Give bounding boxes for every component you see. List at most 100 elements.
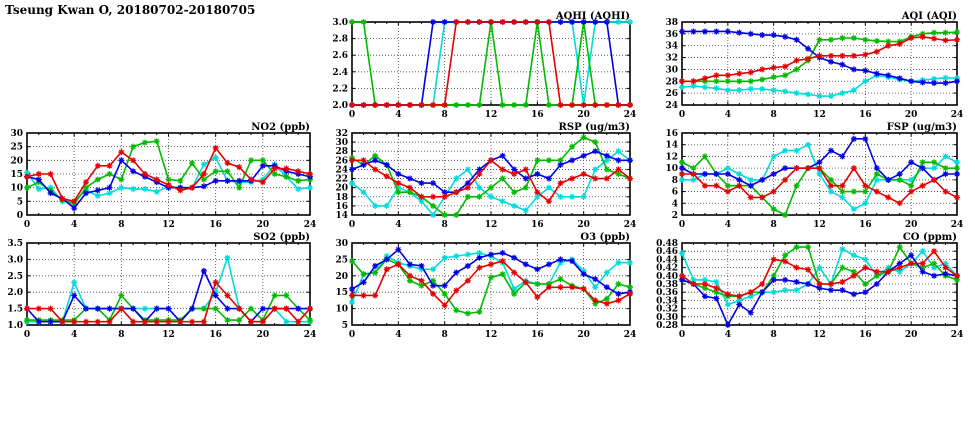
x-tick-label: 16 bbox=[859, 220, 872, 230]
blue-line-markers bbox=[349, 246, 633, 297]
y-tick-label: 26 bbox=[665, 89, 678, 99]
red-line-markers bbox=[349, 19, 633, 108]
plot-area: 1.0 1.5 2.0 2.5 3.0 3.5 0 4 8 12 16 20 24 bbox=[7, 239, 317, 340]
y-tick-label: 30 bbox=[335, 239, 348, 249]
y-tick-label: 0.30 bbox=[656, 313, 678, 323]
x-tick-label: 12 bbox=[485, 330, 498, 340]
y-tick-label: 0.42 bbox=[656, 264, 678, 274]
x-tick-label: 8 bbox=[442, 330, 448, 340]
x-tick-label: 8 bbox=[118, 330, 124, 340]
x-tick-label: 8 bbox=[442, 110, 448, 120]
chart-title: CO (ppm) bbox=[902, 232, 957, 243]
y-tick-label: 8 bbox=[672, 176, 678, 186]
x-tick-label: 4 bbox=[395, 330, 401, 340]
chart-title: NO2 (ppb) bbox=[251, 122, 310, 133]
y-tick-label: 38 bbox=[665, 18, 678, 28]
blue-line-markers bbox=[349, 148, 633, 196]
y-tick-label: 12 bbox=[665, 152, 678, 162]
y-tick-label: 5 bbox=[342, 321, 348, 331]
y-tick-label: 2.5 bbox=[7, 272, 23, 282]
y-tick-label: 1.5 bbox=[7, 305, 23, 315]
y-tick-label: 10 bbox=[10, 184, 23, 194]
blue-line-markers bbox=[679, 252, 960, 328]
cyan-line-markers bbox=[679, 141, 960, 213]
x-tick-label: 8 bbox=[118, 220, 124, 230]
y-tick-label: 36 bbox=[665, 30, 678, 40]
chart-rsp: RSP (ug/m3) 14 16 18 20 22 24 26 28 30 32 0 4 8 12 16 2… bbox=[325, 121, 642, 233]
y-tick-label: 24 bbox=[665, 101, 678, 111]
x-tick-label: 16 bbox=[859, 330, 872, 340]
chart-title: FSP (ug/m3) bbox=[886, 122, 957, 133]
x-tick-label: 16 bbox=[859, 110, 872, 120]
x-tick-label: 12 bbox=[162, 330, 175, 340]
x-tick-label: 16 bbox=[209, 330, 222, 340]
chart-title: O3 (ppb) bbox=[580, 232, 630, 243]
page-title: Tseung Kwan O, 20180702-20180705 bbox=[5, 3, 256, 17]
y-tick-label: 0.38 bbox=[656, 280, 678, 290]
y-tick-label: 26 bbox=[335, 156, 348, 166]
x-tick-label: 4 bbox=[71, 220, 77, 230]
y-tick-label: 3.0 bbox=[7, 255, 23, 265]
x-tick-label: 12 bbox=[813, 330, 826, 340]
chart-fsp: FSP (ug/m3) 2 4 6 8 10 12 14 16 0 4 8 12 16 20 24 bbox=[655, 121, 969, 233]
y-tick-label: 3.0 bbox=[332, 18, 348, 28]
y-tick-label: 20 bbox=[335, 272, 348, 282]
y-tick-label: 6 bbox=[672, 188, 678, 198]
x-tick-label: 0 bbox=[679, 110, 685, 120]
x-tick-label: 20 bbox=[577, 110, 590, 120]
y-tick-label: 0.34 bbox=[656, 296, 678, 306]
chart-title: AQHI (AQHI) bbox=[555, 11, 630, 22]
x-tick-label: 8 bbox=[771, 110, 777, 120]
x-tick-label: 4 bbox=[395, 220, 401, 230]
x-tick-label: 24 bbox=[951, 330, 964, 340]
y-tick-label: 2.2 bbox=[332, 84, 348, 94]
chart-aqi: AQI (AQI) 24 26 28 30 32 34 36 38 0 4 8 12 16 20 24 bbox=[655, 10, 969, 123]
x-tick-label: 12 bbox=[485, 110, 498, 120]
x-tick-label: 0 bbox=[679, 330, 685, 340]
chart-no2: NO2 (ppb) 0 5 10 15 20 25 30 0 4 8 12 16 20 24 bbox=[0, 121, 322, 233]
y-tick-label: 2.8 bbox=[332, 35, 348, 45]
x-tick-label: 12 bbox=[813, 110, 826, 120]
blue-line-markers bbox=[679, 28, 960, 87]
x-tick-label: 0 bbox=[349, 110, 355, 120]
y-tick-label: 30 bbox=[665, 65, 678, 75]
plot-area: 0.280.300.320.340.360.380.400.420.440.46… bbox=[656, 239, 964, 340]
y-tick-label: 34 bbox=[665, 42, 678, 52]
y-tick-label: 0.32 bbox=[656, 305, 678, 315]
x-tick-label: 20 bbox=[905, 220, 918, 230]
x-tick-label: 16 bbox=[531, 110, 544, 120]
y-tick-label: 1.0 bbox=[7, 321, 23, 331]
red-line-markers bbox=[679, 248, 960, 300]
x-tick-label: 0 bbox=[349, 220, 355, 230]
y-tick-label: 14 bbox=[665, 141, 678, 151]
red-line-markers bbox=[679, 165, 960, 207]
y-tick-label: 4 bbox=[672, 199, 678, 209]
y-tick-label: 25 bbox=[335, 255, 348, 265]
x-tick-label: 16 bbox=[531, 220, 544, 230]
y-tick-label: 0.44 bbox=[656, 255, 678, 265]
x-tick-label: 16 bbox=[209, 220, 222, 230]
y-tick-label: 20 bbox=[10, 156, 23, 166]
chart-co: CO (ppm) 0.28 0.30 0.32 0.34 0.36 0.38 0.40 0.4… bbox=[655, 231, 969, 343]
x-tick-label: 20 bbox=[577, 220, 590, 230]
chart-o3: O3 (ppb) 5 10 15 20 25 30 0 4 8 12 16 20 24 bbox=[325, 231, 642, 343]
y-tick-label: 14 bbox=[335, 211, 348, 221]
x-tick-label: 0 bbox=[24, 220, 30, 230]
chart-title: RSP (ug/m3) bbox=[558, 122, 630, 133]
x-tick-label: 12 bbox=[813, 220, 826, 230]
x-tick-label: 24 bbox=[304, 330, 317, 340]
x-tick-label: 4 bbox=[71, 330, 77, 340]
x-tick-label: 0 bbox=[679, 220, 685, 230]
y-tick-label: 32 bbox=[665, 54, 678, 64]
red-line-markers bbox=[24, 145, 313, 205]
y-tick-label: 24 bbox=[335, 165, 348, 175]
x-tick-label: 20 bbox=[257, 330, 270, 340]
x-tick-label: 20 bbox=[257, 220, 270, 230]
y-tick-label: 2 bbox=[672, 211, 678, 221]
chart-title: SO2 (ppb) bbox=[253, 232, 310, 243]
y-tick-label: 28 bbox=[665, 77, 678, 87]
y-tick-label: 30 bbox=[10, 129, 23, 139]
y-tick-label: 0.48 bbox=[656, 239, 678, 249]
